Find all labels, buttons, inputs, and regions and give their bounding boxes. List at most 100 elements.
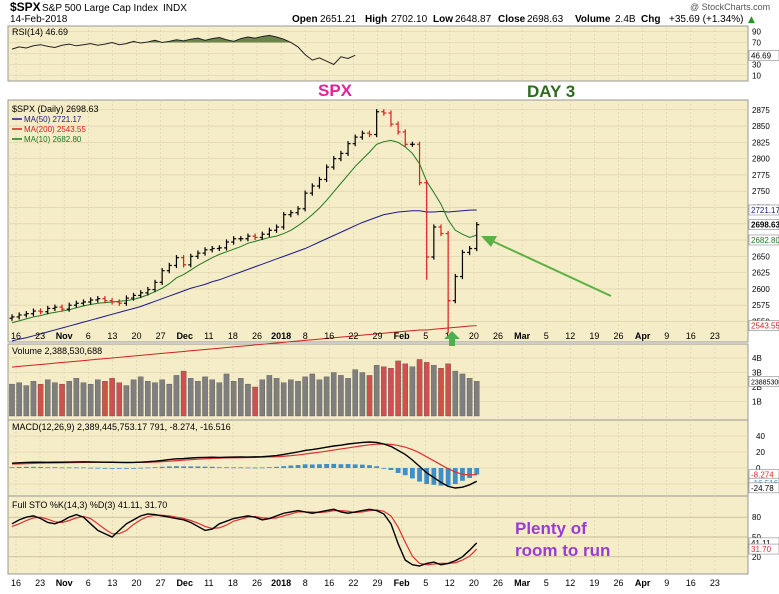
x-tick-label: 6 — [86, 578, 91, 588]
macd-histogram-bar — [116, 468, 122, 469]
macd-histogram-bar — [109, 468, 115, 469]
macd-histogram-bar — [216, 467, 222, 469]
macd-histogram-bar — [238, 467, 244, 469]
x-tick-label: Dec — [176, 331, 193, 341]
day3-annotation: DAY 3 — [527, 82, 575, 101]
macd-histogram-bar — [317, 464, 322, 468]
plenty-annotation-line1: Plenty of — [515, 519, 587, 538]
volume-bar — [45, 379, 51, 417]
volume-bar — [16, 382, 22, 417]
price-last-value: 2682.80 — [751, 236, 779, 245]
volume-bar — [466, 378, 473, 417]
x-tick-label: 2018 — [271, 578, 291, 588]
macd-histogram-bar — [66, 467, 72, 469]
plenty-annotation-line2: room to run — [515, 541, 610, 560]
x-tick-label: 26 — [613, 331, 623, 341]
macd-histogram-bar — [252, 467, 258, 469]
volume-bar — [137, 376, 144, 417]
x-tick-label: 16 — [686, 578, 696, 588]
x-tick-label: Feb — [394, 331, 411, 341]
volume-bar — [52, 382, 58, 417]
x-tick-label: Dec — [176, 578, 193, 588]
sto-last-tag — [748, 543, 779, 555]
volume-bar — [373, 365, 380, 417]
x-tick-label: 18 — [228, 578, 238, 588]
x-tick-label: 27 — [156, 331, 166, 341]
x-tick-label: Nov — [56, 578, 73, 588]
x-tick-label: 20 — [469, 331, 479, 341]
x-tick-label: 12 — [445, 578, 455, 588]
green-up-arrow — [444, 331, 460, 346]
x-tick-label: Apr — [635, 578, 651, 588]
x-tick-label: 20 — [131, 578, 141, 588]
sto-last-value: 41.11 — [751, 539, 771, 548]
price-last-value: 2698.63 — [751, 221, 779, 230]
rsi-y-tick: 10 — [752, 72, 761, 81]
volume-bar — [280, 382, 287, 417]
volume-bar — [388, 367, 394, 417]
last-value-tags: 46.69 2721.17 2698.63 2682.80 2543.55 2388530… — [748, 50, 779, 555]
macd-histogram-bar — [231, 467, 237, 469]
macd-histogram-bar — [166, 466, 172, 468]
symbol-label: $SPX — [10, 0, 41, 14]
volume-bar — [223, 373, 230, 417]
macd-histogram-bar — [224, 467, 229, 469]
exchange-label: INDX — [163, 3, 187, 14]
price-y-tick: 2825 — [752, 138, 770, 147]
price-last-value: 2721.17 — [751, 206, 779, 215]
x-tick-label: 2018 — [271, 331, 291, 341]
x-tick-label: 12 — [565, 331, 575, 341]
macd-histogram-bar — [417, 468, 422, 482]
spx-annotation: SPX — [318, 81, 353, 100]
volume-bar — [395, 360, 401, 417]
x-tick-label: 11 — [204, 578, 213, 588]
x-tick-label: 19 — [589, 578, 599, 588]
price-last-tag — [748, 320, 779, 331]
x-tick-label: Mar — [514, 331, 531, 341]
volume-bar — [352, 369, 358, 417]
x-tick-label: 16 — [11, 331, 21, 341]
volume-bar — [87, 383, 94, 417]
macd-histogram-bar — [274, 466, 279, 468]
volume-bar — [438, 367, 444, 417]
x-tick-label: 23 — [710, 578, 720, 588]
sto-legend: Full STO %K(14,3) %D(3) 41.11, 31.70 — [12, 500, 167, 510]
vol-y-tick: 2B — [752, 383, 762, 392]
date-label: 14-Feb-2018 — [10, 14, 68, 25]
vol-last-tag — [748, 376, 779, 387]
macd-y-tick: 40 — [756, 432, 765, 441]
macd-histogram-bar — [38, 466, 43, 468]
x-tick-label: Apr — [635, 331, 651, 341]
x-tick-label: Nov — [56, 331, 73, 341]
rsi-series — [11, 34, 356, 66]
x-tick-label: 16 — [11, 578, 21, 588]
volume-bar — [73, 378, 80, 417]
macd-histogram-bar — [309, 464, 315, 468]
macd-histogram-bar — [445, 468, 451, 486]
macd-histogram-bar — [202, 466, 208, 468]
macd-histogram-bar — [345, 464, 351, 468]
macd-histogram-bar — [152, 467, 158, 468]
x-axis-labels: 1623Nov6132027Dec11182620188162229Feb512… — [11, 331, 720, 588]
volume-bar — [273, 378, 280, 417]
vol-y-tick: 3B — [752, 369, 762, 378]
volume-bar — [145, 381, 151, 417]
macd-histogram-bar — [402, 468, 408, 476]
macd-histogram-bar — [467, 468, 472, 478]
volume-bar — [302, 376, 308, 417]
ma50-line — [11, 209, 477, 342]
macd-last-value: -24.78 — [751, 484, 774, 493]
macd-last-tag — [748, 482, 779, 494]
price-y-tick: 2650 — [752, 252, 770, 261]
volume-bar — [381, 366, 387, 417]
x-tick-label: 9 — [664, 578, 669, 588]
volume-bar — [66, 381, 72, 417]
volume-bar — [209, 379, 215, 417]
volume-bar — [102, 381, 108, 417]
price-y-tick: 2750 — [752, 187, 770, 196]
macd-histogram-bar — [59, 467, 65, 469]
macd-histogram-bar — [388, 468, 394, 470]
macd-histogram-bar — [81, 467, 86, 469]
